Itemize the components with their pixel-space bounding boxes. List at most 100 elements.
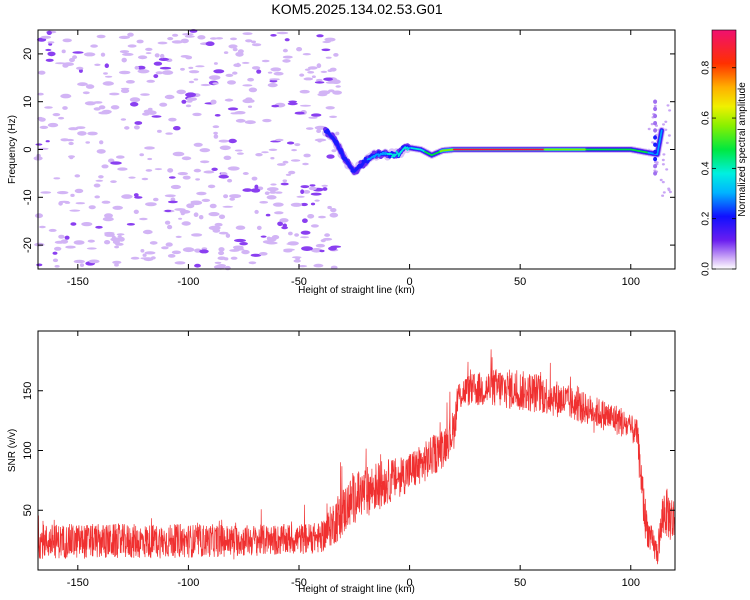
noise-blob	[251, 40, 256, 44]
noise-blob	[280, 182, 289, 186]
x-tick-label: -100	[177, 577, 199, 589]
noise-blob	[59, 200, 70, 203]
trace-segment	[379, 152, 384, 156]
noise-blob	[154, 53, 160, 58]
noise-blob	[285, 173, 292, 176]
noise-blob	[145, 202, 157, 207]
noise-blob	[77, 82, 88, 87]
noise-blob	[118, 70, 131, 75]
noise-blob	[196, 191, 207, 196]
colorbar: 0.0 0.2 0.4 0.6 0.8 Normalized spectral ampl…	[701, 29, 748, 276]
noise-blob	[302, 218, 308, 223]
noise-blob	[199, 148, 211, 153]
noise-blob	[331, 149, 337, 153]
noise-blob	[303, 153, 311, 158]
noise-blob	[66, 138, 74, 142]
noise-blob	[101, 200, 111, 204]
trace-segment	[348, 166, 354, 170]
noise-blob	[213, 131, 218, 135]
figure-title: KOM5.2025.134.02.53.G01	[271, 1, 442, 17]
noise-blob	[284, 38, 290, 42]
noise-blob	[170, 197, 176, 202]
noise-blob	[47, 41, 55, 44]
noise-blob	[90, 44, 98, 48]
noise-blob	[181, 99, 187, 104]
noise-blob	[180, 67, 185, 71]
noise-blob	[310, 224, 319, 228]
noise-blob	[46, 30, 52, 35]
y-tick-label: 150	[22, 382, 34, 400]
noise-blob	[326, 154, 335, 159]
noise-blob	[223, 155, 232, 160]
x-tick-label: -50	[291, 276, 307, 288]
snr-x-label: Height of straight line (km)	[298, 584, 415, 595]
noise-blob	[288, 170, 296, 175]
trace-segment	[390, 153, 396, 159]
noise-blob	[325, 56, 332, 59]
noise-blob	[136, 39, 144, 44]
noise-blob	[115, 242, 124, 246]
noise-blob	[144, 251, 156, 255]
noise-blob	[270, 183, 277, 186]
noise-blob	[299, 104, 312, 107]
y-tick-label: -10	[22, 189, 34, 205]
noise-blob	[232, 47, 238, 52]
colorbar-tick-label: 0.4	[701, 161, 712, 175]
noise-blob	[193, 168, 202, 173]
noise-blob	[133, 209, 139, 214]
noise-blob	[266, 195, 277, 200]
noise-blob	[139, 153, 144, 157]
noise-blob	[52, 258, 59, 263]
noise-blob	[233, 63, 242, 67]
x-tick-label: -150	[67, 276, 89, 288]
noise-blob	[213, 69, 225, 74]
noise-blob	[157, 129, 162, 133]
noise-blob	[148, 107, 153, 111]
noise-blob	[239, 242, 248, 246]
noise-blob	[662, 123, 665, 126]
trace-blob	[653, 99, 658, 104]
noise-blob	[316, 129, 321, 134]
noise-blob	[35, 213, 43, 219]
noise-blob	[265, 213, 271, 217]
noise-blob	[267, 71, 273, 74]
noise-blob	[654, 160, 657, 164]
noise-blob	[232, 245, 244, 250]
noise-blob	[311, 75, 316, 78]
noise-blob	[88, 205, 96, 210]
noise-blob	[93, 183, 101, 188]
noise-blob	[168, 117, 177, 122]
noise-blob	[186, 203, 195, 209]
noise-blob	[126, 223, 135, 226]
noise-blob	[215, 37, 224, 40]
noise-blob	[662, 191, 666, 194]
colorbar-tick-label: 0.0	[701, 262, 712, 276]
noise-blob	[116, 233, 125, 236]
noise-blob	[295, 257, 301, 260]
noise-blob	[184, 35, 195, 38]
noise-blob	[261, 59, 270, 63]
noise-blob	[188, 70, 200, 74]
noise-blob	[73, 259, 86, 264]
noise-blob	[329, 115, 338, 119]
noise-blob	[172, 151, 185, 157]
noise-blob	[54, 246, 62, 251]
noise-blob	[120, 88, 130, 94]
noise-blob	[62, 106, 68, 110]
noise-blob	[88, 259, 100, 264]
noise-blob	[307, 71, 315, 74]
noise-blob	[172, 33, 179, 37]
noise-blob	[119, 50, 130, 54]
noise-blob	[44, 106, 53, 109]
noise-blob	[268, 148, 278, 151]
noise-blob	[181, 156, 192, 161]
noise-blob	[159, 66, 172, 70]
noise-blob	[56, 191, 69, 195]
noise-blob	[173, 126, 181, 131]
noise-blob	[205, 41, 215, 46]
noise-blob	[322, 187, 328, 191]
noise-blob	[242, 172, 249, 175]
noise-blob	[235, 118, 246, 123]
trace-segment	[656, 141, 661, 156]
noise-blob	[282, 59, 291, 63]
